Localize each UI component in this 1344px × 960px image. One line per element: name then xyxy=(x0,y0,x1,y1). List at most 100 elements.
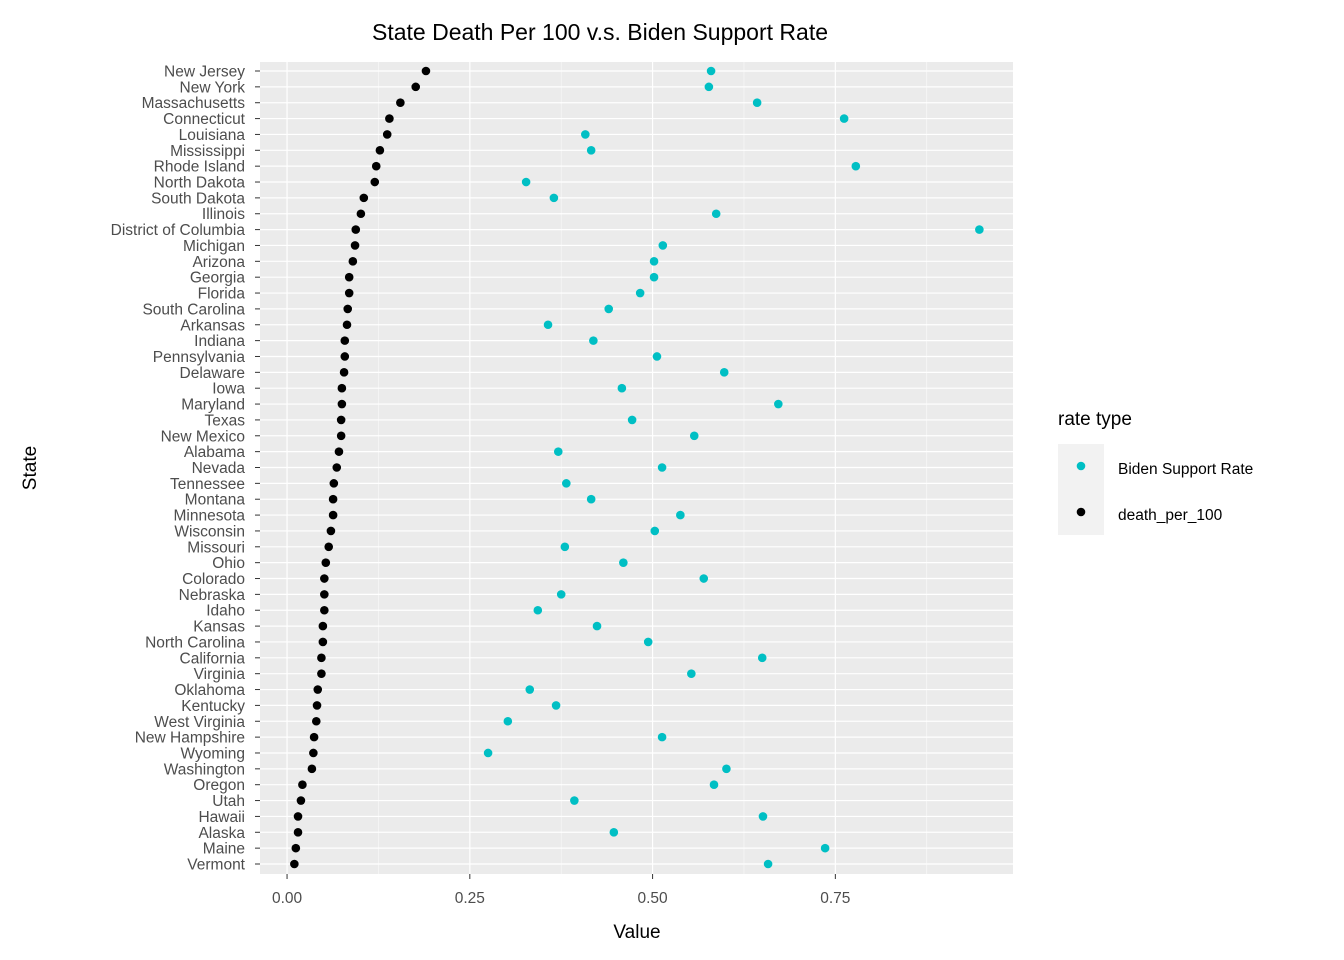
y-tick-label: Nebraska xyxy=(179,587,246,604)
y-tick-label: Mississippi xyxy=(170,143,245,160)
point-biden-support xyxy=(699,574,709,583)
point-death-per-100 xyxy=(375,146,385,155)
point-death-per-100 xyxy=(340,336,350,345)
x-tick-label: 0.75 xyxy=(820,890,850,907)
y-tick-label: Wisconsin xyxy=(174,523,245,540)
point-death-per-100 xyxy=(320,605,329,615)
y-tick-label: Arkansas xyxy=(180,317,245,334)
point-death-per-100 xyxy=(351,225,361,234)
point-death-per-100 xyxy=(343,304,353,314)
y-tick-label: New Mexico xyxy=(161,428,245,445)
point-death-per-100 xyxy=(293,827,303,837)
point-biden-support xyxy=(704,82,714,92)
point-death-per-100 xyxy=(356,209,366,219)
point-biden-support xyxy=(549,193,559,203)
point-biden-support xyxy=(774,399,783,409)
y-tick-label: South Dakota xyxy=(151,190,245,207)
point-death-per-100 xyxy=(359,193,369,203)
y-tick-label: Massachusetts xyxy=(142,95,246,112)
point-death-per-100 xyxy=(342,320,352,330)
point-biden-support xyxy=(592,621,602,631)
point-biden-support xyxy=(609,827,619,837)
point-death-per-100 xyxy=(339,368,349,377)
point-biden-support xyxy=(533,605,543,615)
point-death-per-100 xyxy=(336,415,346,425)
point-biden-support xyxy=(543,320,553,330)
point-biden-support xyxy=(657,732,667,742)
point-biden-support xyxy=(763,859,773,869)
point-death-per-100 xyxy=(348,257,358,266)
point-death-per-100 xyxy=(317,653,326,663)
legend-label-death: death_per_100 xyxy=(1118,507,1223,524)
point-biden-support xyxy=(643,637,653,647)
point-biden-support xyxy=(586,146,596,155)
y-tick-label: Nevada xyxy=(192,460,246,477)
point-biden-support xyxy=(689,431,699,441)
point-death-per-100 xyxy=(370,177,380,187)
point-biden-support xyxy=(839,114,849,123)
grid-lines xyxy=(260,62,1013,874)
point-death-per-100 xyxy=(313,685,323,694)
point-biden-support xyxy=(687,669,696,678)
point-death-per-100 xyxy=(298,780,307,789)
y-tick-label: Florida xyxy=(198,286,246,303)
point-biden-support xyxy=(627,415,637,425)
point-biden-support xyxy=(589,336,598,345)
point-biden-support xyxy=(635,288,645,298)
point-biden-support xyxy=(657,463,667,472)
point-death-per-100 xyxy=(309,748,318,758)
point-biden-support xyxy=(525,685,535,694)
data-points xyxy=(290,66,984,869)
point-biden-support xyxy=(719,368,729,377)
point-death-per-100 xyxy=(321,558,331,567)
y-axis-title: State xyxy=(20,446,41,490)
point-death-per-100 xyxy=(329,479,339,488)
y-tick-label: Minnesota xyxy=(173,508,245,525)
y-tick-label: New Jersey xyxy=(164,64,245,81)
y-tick-label: Maine xyxy=(203,841,245,858)
point-death-per-100 xyxy=(350,241,360,250)
y-tick-label: Texas xyxy=(205,412,246,429)
point-death-per-100 xyxy=(320,590,329,599)
y-tick-label: Alabama xyxy=(184,444,246,461)
point-biden-support xyxy=(521,177,531,187)
point-biden-support xyxy=(820,843,830,853)
x-tick-label: 0.50 xyxy=(637,890,668,907)
point-death-per-100 xyxy=(311,716,321,726)
y-tick-label: Delaware xyxy=(180,365,245,382)
y-tick-label: Idaho xyxy=(206,603,245,620)
y-tick-label: Hawaii xyxy=(198,809,245,826)
point-biden-support xyxy=(617,383,627,393)
y-tick-label: Maryland xyxy=(181,397,245,414)
point-biden-support xyxy=(650,526,660,536)
y-tick-label: Pennsylvania xyxy=(153,349,246,366)
point-death-per-100 xyxy=(336,431,346,441)
point-biden-support xyxy=(757,653,767,663)
point-death-per-100 xyxy=(296,796,306,805)
y-tick-label: Washington xyxy=(164,761,245,778)
point-death-per-100 xyxy=(320,574,329,583)
point-biden-support xyxy=(503,716,513,726)
point-biden-support xyxy=(709,780,719,789)
y-tick-label: Oklahoma xyxy=(174,682,245,699)
y-tick-label: Virginia xyxy=(194,666,246,683)
point-death-per-100 xyxy=(382,130,392,139)
y-tick-label: West Virginia xyxy=(154,714,245,731)
y-tick-label: Alaska xyxy=(198,825,245,842)
y-tick-label: Louisiana xyxy=(179,127,246,144)
point-death-per-100 xyxy=(371,161,381,171)
y-tick-label: District of Columbia xyxy=(111,222,246,239)
y-tick-label: Vermont xyxy=(187,857,245,874)
x-axis: 0.00 0.25 0.50 0.75 xyxy=(272,874,850,907)
point-biden-support xyxy=(658,241,668,250)
point-biden-support xyxy=(758,812,768,821)
point-death-per-100 xyxy=(307,764,317,774)
x-axis-title: Value xyxy=(613,922,660,943)
point-death-per-100 xyxy=(328,494,338,504)
y-tick-label: Illinois xyxy=(202,206,245,223)
y-tick-label: Kansas xyxy=(193,619,245,636)
point-death-per-100 xyxy=(312,701,322,710)
y-tick-label: Kentucky xyxy=(181,698,245,715)
y-tick-label: Utah xyxy=(212,793,245,810)
